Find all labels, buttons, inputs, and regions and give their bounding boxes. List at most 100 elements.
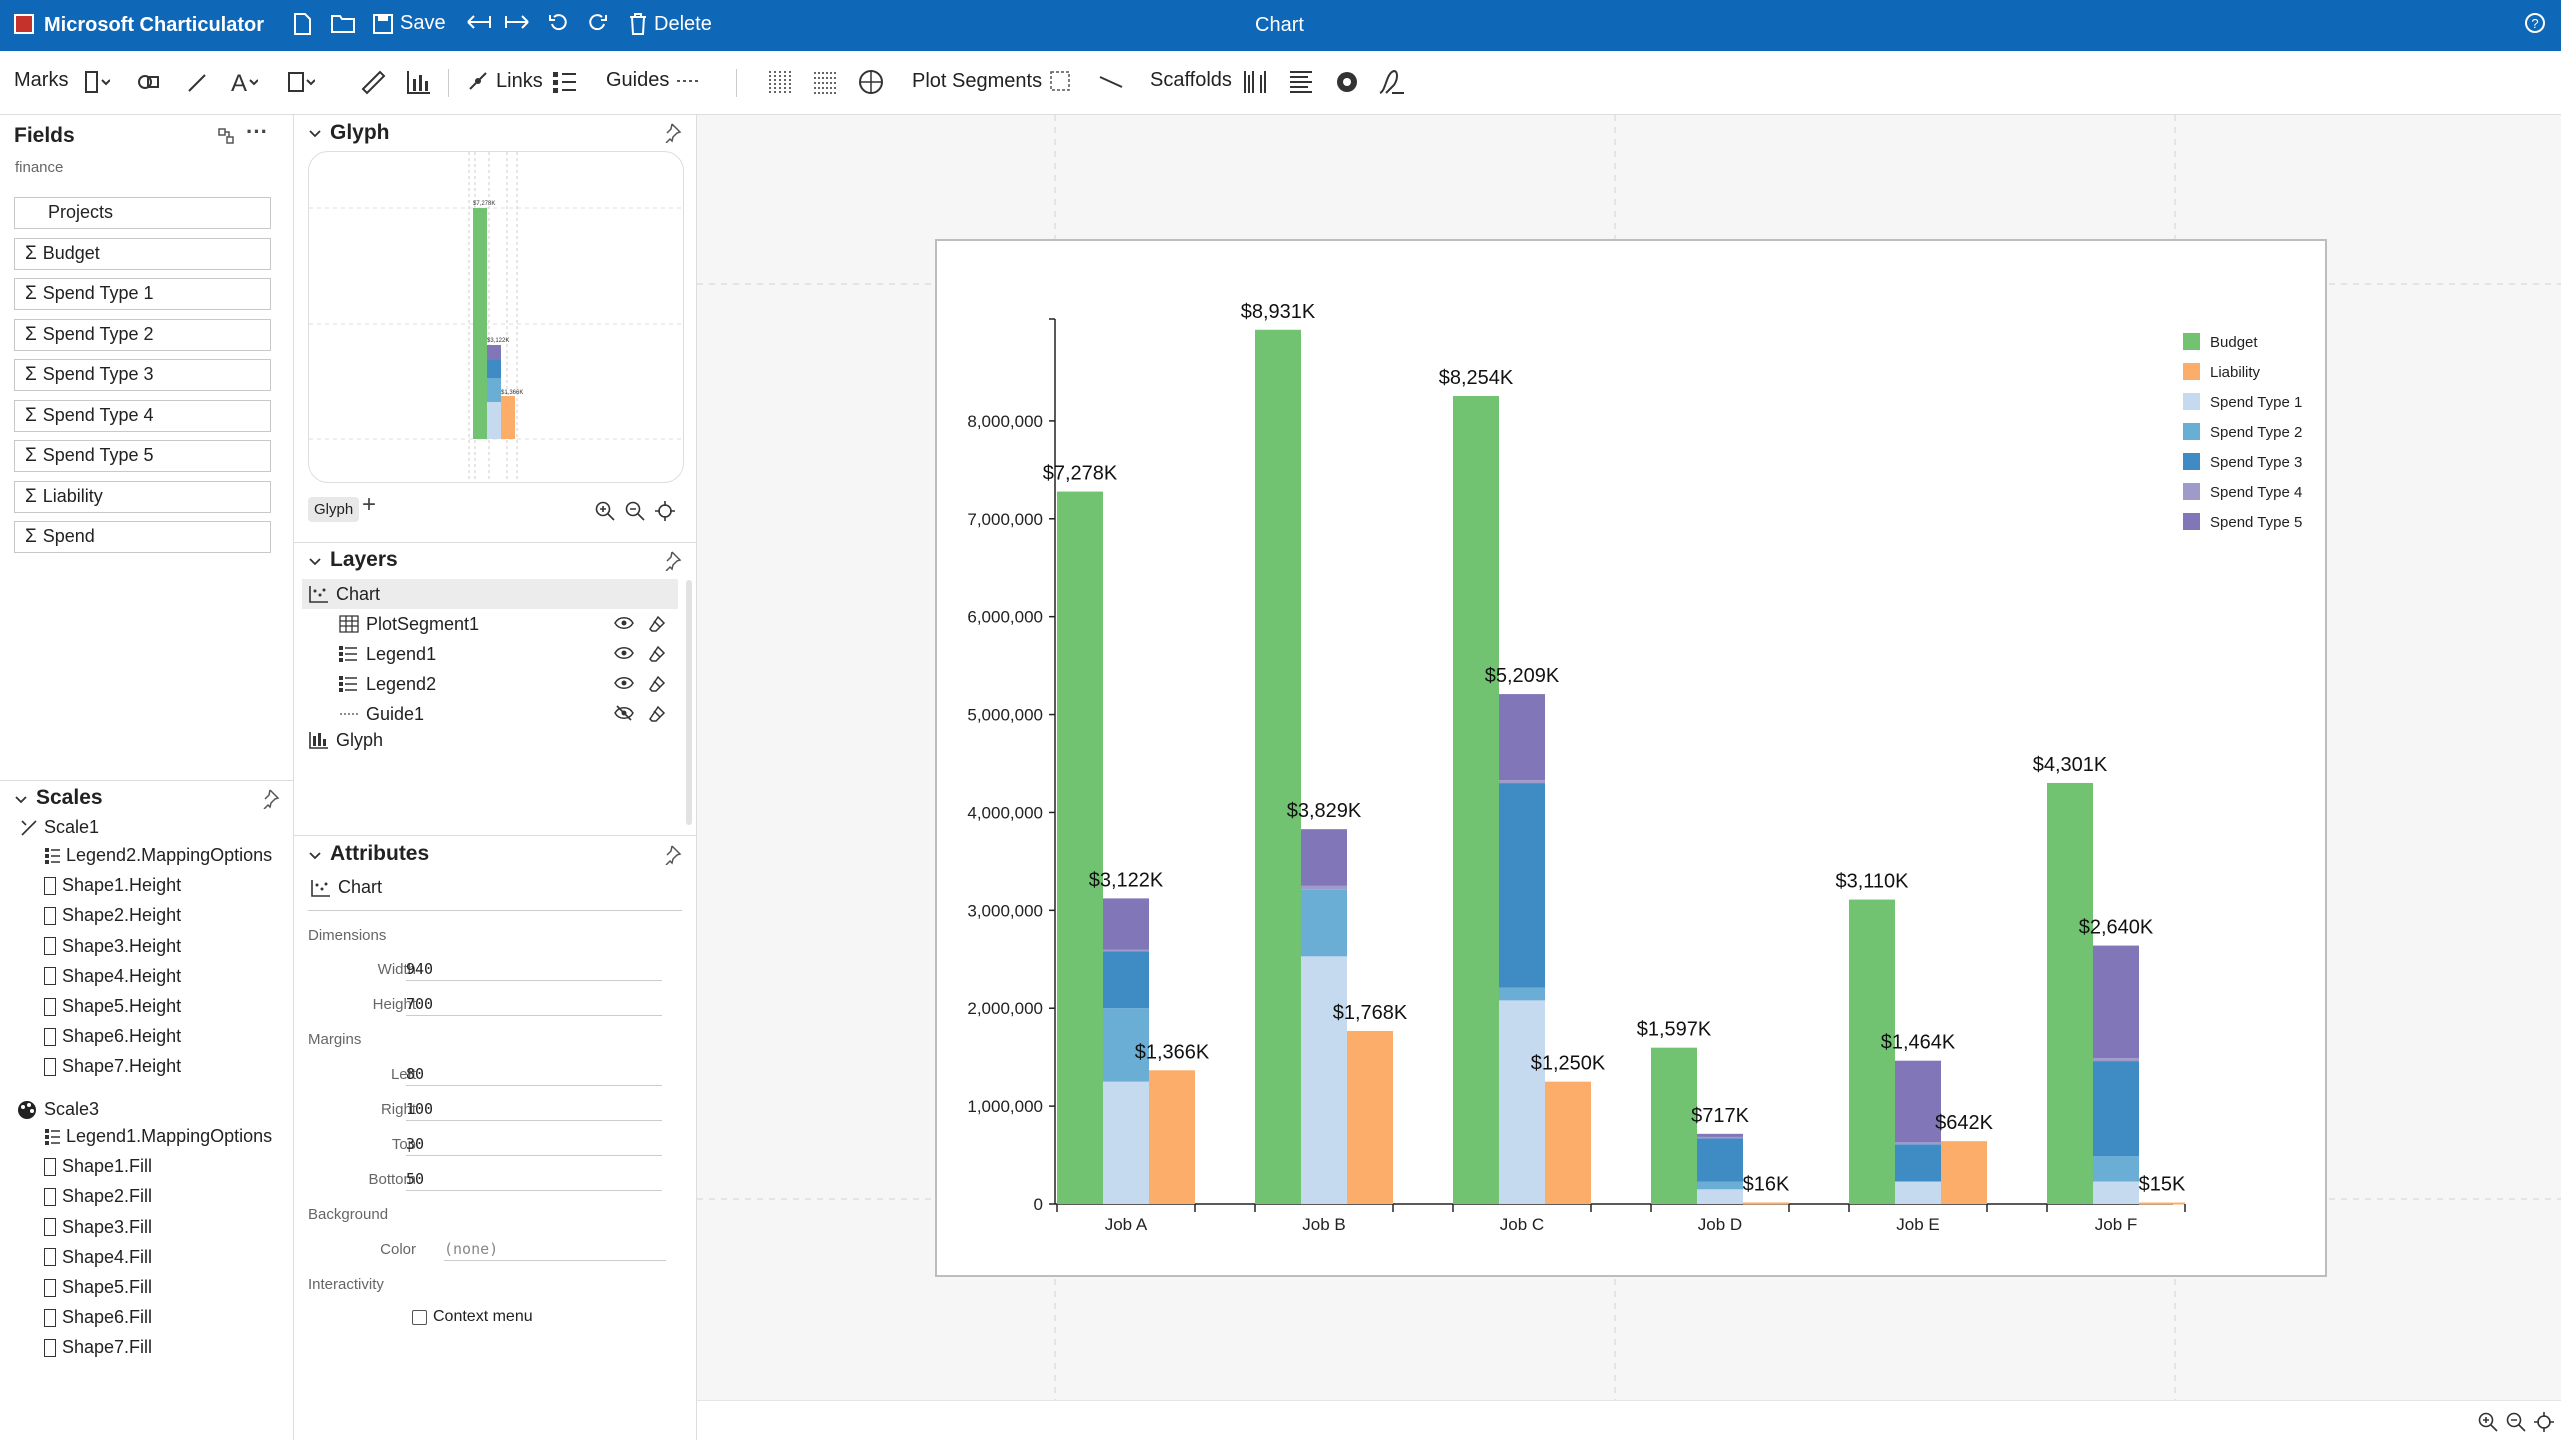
layer-item[interactable]: Shape1 bbox=[338, 785, 697, 815]
height-input[interactable]: 700 bbox=[406, 992, 662, 1016]
field-item[interactable]: Projects bbox=[14, 197, 271, 229]
undo-button[interactable] bbox=[548, 12, 568, 32]
pin-icon[interactable] bbox=[262, 787, 284, 809]
layer-item[interactable]: PlotSegment1 bbox=[338, 609, 698, 639]
line-mark-icon[interactable] bbox=[182, 67, 212, 97]
pin-icon[interactable] bbox=[664, 843, 686, 865]
add-glyph-icon[interactable]: + bbox=[362, 491, 377, 518]
scale-mapping-item[interactable]: Shape1.Fill bbox=[44, 1156, 152, 1177]
delete-button[interactable]: Delete bbox=[628, 12, 712, 36]
layer-item[interactable]: GuideCoordinator1 bbox=[338, 755, 697, 785]
eraser-icon[interactable] bbox=[648, 675, 666, 693]
scale-mapping-item[interactable]: Shape3.Fill bbox=[44, 1217, 152, 1238]
scale-mapping-item[interactable]: Shape1.Height bbox=[44, 875, 181, 896]
scale-mapping-item[interactable]: Shape5.Height bbox=[44, 996, 181, 1017]
export-right-button[interactable] bbox=[503, 12, 531, 32]
plot-segments-button[interactable]: Plot Segments bbox=[912, 69, 1072, 93]
background-color-input[interactable]: (none) bbox=[444, 1237, 666, 1261]
help-button[interactable]: ? bbox=[2524, 12, 2546, 34]
context-menu-checkbox[interactable]: Context menu bbox=[412, 1308, 533, 1326]
scale-mapping-item[interactable]: Legend1.MappingOptions bbox=[44, 1126, 272, 1147]
eye-icon[interactable] bbox=[614, 821, 634, 835]
scale-mapping-item[interactable]: Shape3.Height bbox=[44, 936, 181, 957]
line-segment-icon[interactable] bbox=[1096, 67, 1126, 97]
glyph-editor[interactable]: $7,278K $3,122K $1,366K bbox=[308, 151, 684, 483]
layer-item[interactable]: Guide1 bbox=[338, 699, 698, 729]
curve-scaffold-icon[interactable] bbox=[1376, 67, 1406, 97]
scale-mapping-item[interactable]: Shape6.Height bbox=[44, 1026, 181, 1047]
polar-segment-icon[interactable] bbox=[856, 67, 886, 97]
symbol-mark-icon[interactable] bbox=[135, 67, 165, 97]
fit-view-icon[interactable] bbox=[654, 500, 676, 522]
eye-off-icon[interactable] bbox=[614, 761, 634, 777]
scale-mapping-item[interactable]: Shape2.Height bbox=[44, 905, 181, 926]
scale-mapping-item[interactable]: Shape6.Fill bbox=[44, 1307, 152, 1328]
scale-mapping-item[interactable]: Shape7.Fill bbox=[44, 1337, 152, 1358]
field-link-icon[interactable] bbox=[215, 125, 237, 147]
eraser-icon[interactable] bbox=[648, 821, 666, 835]
field-item[interactable]: Σ Budget bbox=[14, 237, 271, 270]
pin-icon[interactable] bbox=[664, 121, 686, 143]
scale-mapping-item[interactable]: Shape5.Fill bbox=[44, 1277, 152, 1298]
zoom-out-icon[interactable] bbox=[2505, 1411, 2527, 1433]
zoom-in-icon[interactable] bbox=[2477, 1411, 2499, 1433]
open-button[interactable] bbox=[330, 12, 356, 34]
zoom-out-icon[interactable] bbox=[624, 500, 646, 522]
eye-icon[interactable] bbox=[614, 791, 634, 807]
links-button[interactable]: Links bbox=[466, 69, 543, 93]
margin-bottom-input[interactable]: 50 bbox=[406, 1167, 662, 1191]
field-item[interactable]: Σ Spend Type 3 bbox=[14, 359, 271, 391]
scale-mapping-item[interactable]: Legend2.MappingOptions bbox=[44, 845, 272, 866]
scale-mapping-item[interactable]: Shape7.Height bbox=[44, 1056, 181, 1077]
eye-icon[interactable] bbox=[614, 615, 634, 631]
field-item[interactable]: Σ Spend Type 4 bbox=[14, 399, 271, 432]
margin-right-input[interactable]: 100 bbox=[406, 1097, 662, 1121]
scale-item[interactable]: Scale1 bbox=[20, 817, 99, 838]
grid-xy-icon[interactable] bbox=[810, 67, 840, 97]
layer-glyph[interactable]: Glyph bbox=[308, 725, 668, 755]
rect-mark-icon[interactable] bbox=[80, 67, 110, 97]
zoom-in-icon[interactable] bbox=[594, 500, 616, 522]
chevron-down-icon[interactable] bbox=[308, 129, 322, 139]
export-left-button[interactable] bbox=[465, 12, 493, 32]
eraser-icon[interactable] bbox=[648, 705, 666, 723]
checkbox-icon[interactable] bbox=[412, 1309, 427, 1325]
layer-item[interactable]: Legend1 bbox=[338, 639, 698, 669]
save-button[interactable]: Save bbox=[372, 12, 446, 35]
image-mark-icon[interactable] bbox=[285, 67, 315, 97]
field-item[interactable]: Σ Spend Type 1 bbox=[14, 278, 271, 310]
scale-item[interactable]: Scale3 bbox=[16, 1099, 99, 1120]
grid-segment-icon[interactable] bbox=[764, 67, 794, 97]
eye-icon[interactable] bbox=[614, 645, 634, 661]
layer-item[interactable]: Legend2 bbox=[338, 669, 698, 699]
chevron-down-icon[interactable] bbox=[14, 795, 28, 805]
margin-top-input[interactable]: 30 bbox=[406, 1132, 662, 1156]
chart-frame[interactable]: 0 1,000,000 2,000,000 3,000,000 4,000,000 5,0… bbox=[935, 239, 2327, 1277]
horizontal-scaffold-icon[interactable] bbox=[1240, 67, 1270, 97]
fit-view-icon[interactable] bbox=[2533, 1411, 2555, 1433]
vertical-scaffold-icon[interactable] bbox=[1286, 67, 1316, 97]
eye-off-icon[interactable] bbox=[614, 705, 634, 721]
eraser-icon[interactable] bbox=[648, 615, 666, 633]
chevron-down-icon[interactable] bbox=[308, 851, 322, 861]
text-mark-icon[interactable]: A bbox=[228, 67, 258, 97]
data-axis-icon[interactable] bbox=[404, 67, 434, 97]
pin-icon[interactable] bbox=[664, 549, 686, 571]
layer-chart[interactable]: Chart bbox=[308, 579, 668, 609]
scale-mapping-item[interactable]: Shape4.Fill bbox=[44, 1247, 152, 1268]
width-input[interactable]: 940 bbox=[406, 957, 662, 981]
ruler-icon[interactable] bbox=[358, 67, 388, 97]
eye-icon[interactable] bbox=[614, 675, 634, 691]
chevron-down-icon[interactable] bbox=[308, 557, 322, 567]
legend-icon[interactable] bbox=[550, 67, 580, 97]
field-item[interactable]: Σ Spend bbox=[14, 521, 271, 553]
more-icon[interactable]: ··· bbox=[246, 119, 268, 144]
redo-button[interactable] bbox=[588, 12, 608, 32]
eraser-icon[interactable] bbox=[648, 761, 666, 779]
field-item[interactable]: Σ Spend Type 5 bbox=[14, 440, 271, 472]
guides-button[interactable]: Guides bbox=[606, 69, 701, 92]
scale-mapping-item[interactable]: Shape4.Height bbox=[44, 966, 181, 987]
field-item[interactable]: Σ Spend Type 2 bbox=[14, 318, 271, 351]
layer-item[interactable]: Shape2 bbox=[338, 815, 697, 835]
new-file-button[interactable] bbox=[292, 12, 312, 36]
